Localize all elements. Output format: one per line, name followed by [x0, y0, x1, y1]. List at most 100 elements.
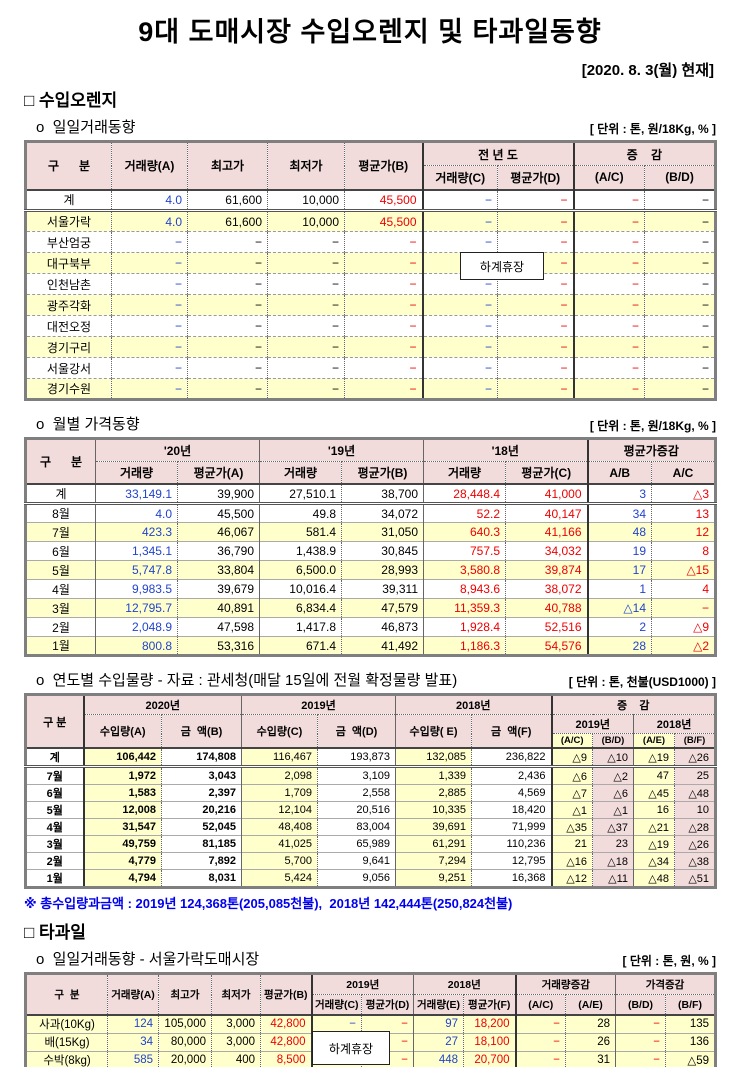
table-row: 서울강서 − − − − − − − −	[25, 357, 716, 379]
data-cell: −	[572, 273, 645, 295]
data-cell: △45	[633, 784, 675, 802]
data-cell: 18,100	[463, 1032, 516, 1051]
data-cell: △34	[633, 852, 675, 870]
col-header-change: 증 감	[550, 694, 716, 715]
data-cell: 12,104	[241, 801, 318, 819]
data-cell: 39,900	[177, 483, 260, 504]
data-cell: △6	[592, 784, 634, 802]
data-cell: 3	[586, 483, 652, 504]
data-cell: −	[644, 315, 716, 337]
data-cell: 2,048.9	[95, 617, 178, 637]
data-cell: 1,186.3	[423, 636, 506, 656]
data-cell: −	[421, 189, 498, 211]
date-note: [2020. 8. 3(월) 현재]	[581, 62, 714, 79]
daily-orange-table: 구 분 거래량(A) 최고가 최저가 평균가(B) 전 년 도 증 감 거래량(…	[24, 140, 718, 401]
data-cell: 42,800	[260, 1014, 312, 1033]
data-cell: 106,442	[82, 747, 162, 767]
data-cell: −	[572, 336, 645, 358]
data-cell: 2,397	[161, 784, 242, 802]
data-cell: 34	[586, 503, 652, 523]
col-header-avg-change: 평균가증감	[586, 438, 716, 462]
col-header-ae: (A/E)	[565, 994, 616, 1016]
data-cell: 12,795.7	[95, 598, 178, 618]
data-cell: −	[644, 378, 716, 400]
data-cell: −	[187, 252, 268, 274]
data-cell: −	[421, 357, 498, 379]
row-label: 3월	[25, 835, 84, 853]
row-label: 광주각화	[25, 294, 112, 316]
table-row: 수박(8kg) 585 20,000 400 8,500−448 20,700−31− △5…	[25, 1050, 716, 1067]
table-row: 계 106,442 174,808 116,467 193,873 132,085 236,…	[25, 747, 716, 767]
data-cell: −	[421, 210, 498, 232]
data-cell: 40,147	[505, 503, 588, 523]
data-cell: −	[496, 189, 574, 211]
data-cell: 3,000	[211, 1014, 261, 1033]
data-cell: −	[187, 294, 268, 316]
data-cell: 9,251	[395, 869, 472, 888]
data-cell: −	[496, 210, 574, 232]
data-cell: 61,291	[395, 835, 472, 853]
data-cell: △26	[673, 835, 716, 853]
data-cell: −	[496, 378, 574, 400]
table4-unit-label: [ 단위 : 톤, 원, % ]	[622, 954, 717, 968]
data-cell: 20,516	[317, 801, 396, 819]
data-cell: △12	[550, 869, 593, 888]
data-cell: 400	[211, 1050, 261, 1067]
data-cell: △3	[650, 483, 716, 504]
data-cell: −	[111, 294, 188, 316]
data-cell: −	[344, 315, 423, 337]
data-cell: 41,492	[341, 636, 424, 656]
data-cell: 4	[650, 579, 716, 599]
data-cell: 47,598	[177, 617, 260, 637]
table-row: 2월 2,048.9 47,598 1,417.8 46,873 1,928.4 52,51…	[25, 617, 716, 637]
col-header-amount-b: 금 액(B)	[161, 714, 242, 749]
col-header-ac: A/C	[650, 461, 716, 485]
row-label: 8월	[25, 503, 96, 523]
data-cell: 236,822	[471, 747, 552, 767]
col-header-avg-b: 평균가(B)	[344, 141, 423, 190]
table1-caption-row: o 일일거래동향 [ 단위 : 톤, 원/18Kg, % ]	[24, 116, 716, 137]
table-row: 5월 12,008 20,216 12,104 20,516 10,335 18,420 △1…	[25, 801, 716, 819]
row-label: 계	[25, 483, 96, 504]
data-cell: △26	[673, 747, 716, 767]
total-import-footnote: ※ 총수입량과금액 : 2019년 124,368톤(205,085천불), 2…	[24, 896, 513, 911]
row-label: 인천남촌	[25, 273, 112, 295]
data-cell: 40,788	[505, 598, 588, 618]
data-cell: 1,345.1	[95, 541, 178, 561]
row-label: 수박(8kg)	[25, 1050, 108, 1067]
data-cell: 42,800	[260, 1032, 312, 1051]
table-row: 4월 31,547 52,045 48,408 83,004 39,691 71,999 △3…	[25, 818, 716, 836]
data-cell: 4.0	[111, 210, 188, 232]
data-cell: −	[644, 273, 716, 295]
data-cell: 83,004	[317, 818, 396, 836]
row-label: 3월	[25, 598, 96, 618]
row-label: 6월	[25, 784, 84, 802]
data-cell: 9,056	[317, 869, 396, 888]
data-cell: 28	[565, 1014, 616, 1033]
data-cell: −	[421, 231, 498, 253]
data-cell: −	[111, 378, 188, 400]
data-cell: 41,166	[505, 522, 588, 542]
row-label: 계	[25, 189, 112, 211]
row-label: 사과(10Kg)	[25, 1014, 108, 1033]
data-cell: 97	[413, 1014, 464, 1033]
data-cell: 585	[107, 1050, 159, 1067]
table4-subtitle: o 일일거래동향 - 서울가락도매시장	[36, 951, 260, 968]
data-cell: △51	[673, 869, 716, 888]
col-header-volume: 거래량	[259, 461, 342, 485]
row-label: 7월	[25, 766, 84, 785]
table-row: 3월 12,795.7 40,891 6,834.4 47,579 11,359.3 40,…	[25, 598, 716, 618]
data-cell: 18,420	[471, 801, 552, 819]
col-header-ac: (A/C)	[514, 994, 566, 1016]
row-label: 2월	[25, 617, 96, 637]
data-cell: △9	[650, 617, 716, 637]
data-cell: 48,408	[241, 818, 318, 836]
data-cell: 1,417.8	[259, 617, 342, 637]
data-cell: 12,795	[471, 852, 552, 870]
data-cell: △14	[586, 598, 652, 618]
data-cell: 4,779	[82, 852, 162, 870]
col-header-low: 최저가	[267, 141, 345, 190]
col-header-import-e: 수입량( E)	[395, 714, 472, 749]
table2-unit-label: [ 단위 : 톤, 원/18Kg, % ]	[589, 419, 716, 433]
